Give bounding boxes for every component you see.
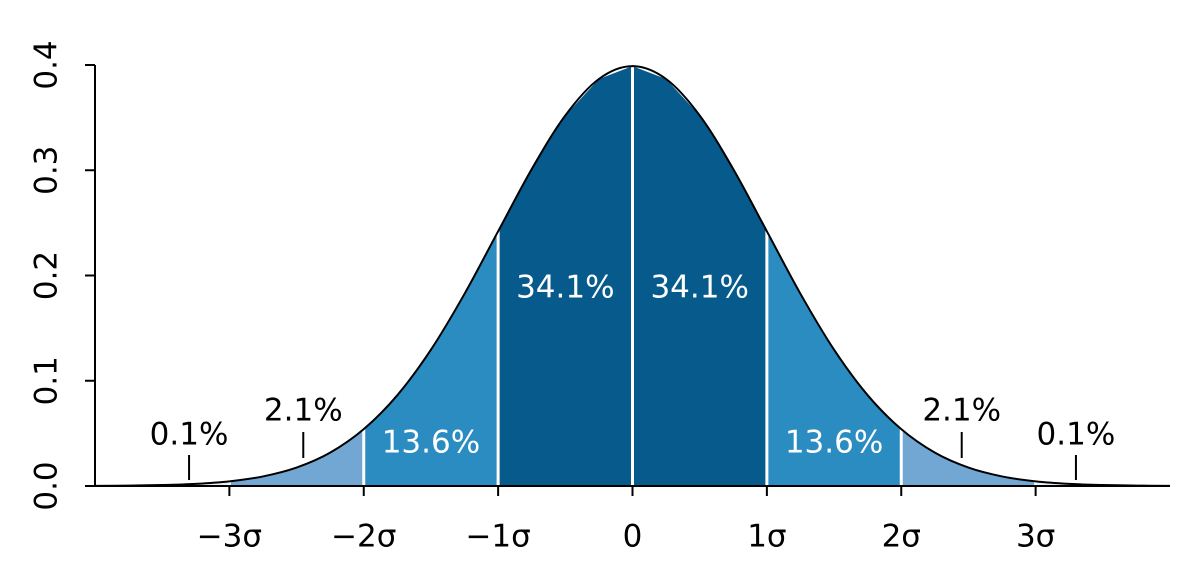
y-tick-label: 0.3 — [29, 146, 65, 195]
x-tick-label: 3σ — [1016, 519, 1055, 555]
region — [632, 66, 767, 487]
y-tick-label: 0.1 — [29, 356, 65, 405]
region — [498, 66, 633, 487]
region-label: 34.1% — [650, 270, 748, 306]
x-tick-label: −1σ — [465, 519, 530, 555]
region-label: 2.1% — [922, 393, 1001, 429]
y-tick-label: 0.2 — [29, 251, 65, 300]
x-tick-label: −3σ — [197, 519, 262, 555]
region-label: 2.1% — [264, 393, 343, 429]
y-tick-label: 0.4 — [29, 40, 65, 89]
region-label: 13.6% — [382, 425, 480, 461]
y-tick-label: 0.0 — [29, 461, 65, 510]
region-label: 0.1% — [150, 417, 229, 453]
x-tick-label: 2σ — [882, 519, 921, 555]
x-tick-label: 0 — [623, 519, 643, 555]
density-curve — [94, 65, 1171, 487]
x-tick-label: 1σ — [747, 519, 786, 555]
region-label: 13.6% — [785, 425, 883, 461]
region — [901, 429, 1036, 486]
x-tick-label: −2σ — [331, 519, 396, 555]
region-label: 0.1% — [1037, 417, 1116, 453]
region-label: 34.1% — [516, 270, 614, 306]
region — [229, 429, 364, 486]
